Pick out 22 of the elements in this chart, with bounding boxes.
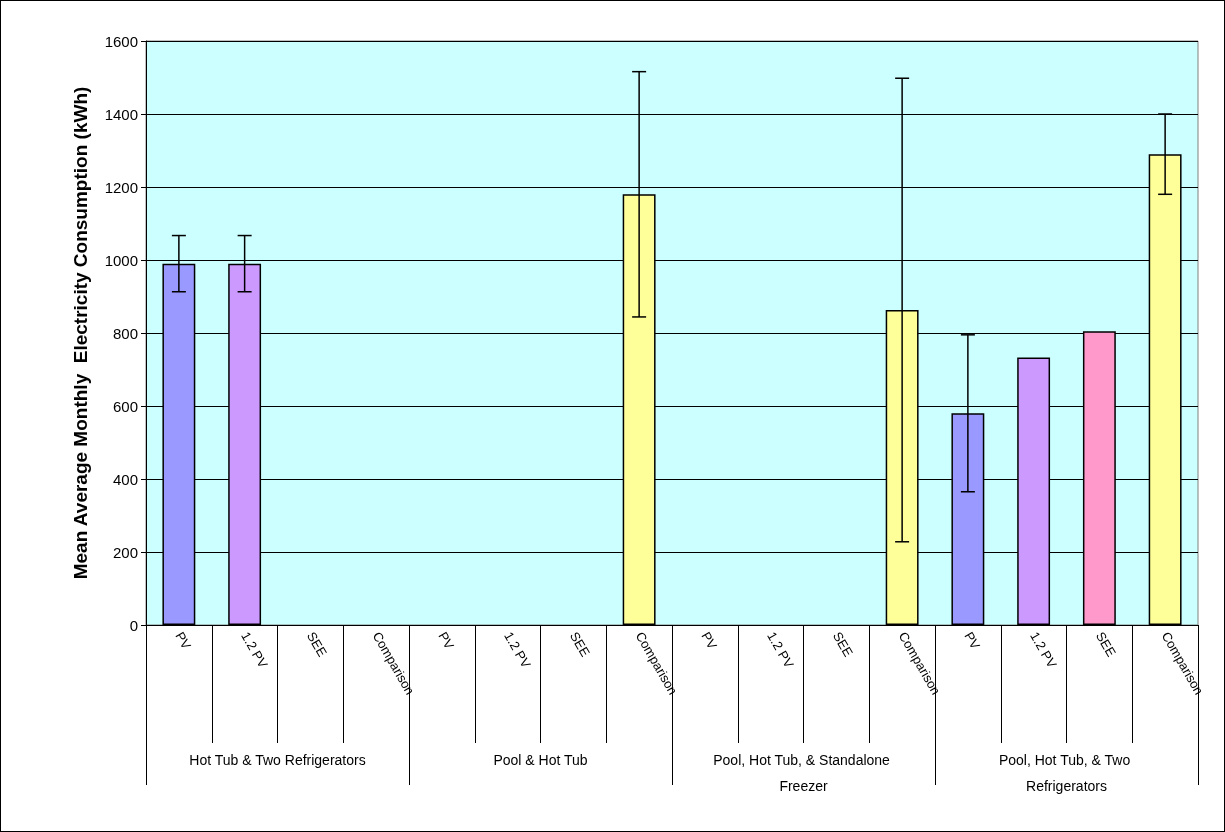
y-tick-label: 200: [112, 543, 138, 561]
text: 1.2 PV: [764, 629, 797, 671]
text: PV: [172, 629, 195, 653]
x-tick-label: Pool, Hot Tub, & Two Refrigerators: [998, 752, 1135, 794]
y-axis-title: Mean Average Monthly Electricity Consumption (kWh): [70, 86, 91, 580]
x-tick-label: Pool, Hot Tub, & Standalone Freezer: [713, 752, 894, 794]
text: 1.2 PV: [1027, 629, 1060, 671]
x-tick-label: Hot Tub & Two Refrigerators: [189, 752, 366, 768]
y-tick-label: 1600: [104, 32, 138, 50]
text: PV: [698, 629, 721, 652]
text: 1.2 PV: [501, 629, 534, 671]
text: PV: [435, 629, 458, 652]
x-tick-label: Pool & Hot Tub: [493, 752, 588, 768]
y-tick-label: 1400: [104, 105, 138, 123]
text: PV: [961, 629, 984, 652]
y-tick-label: 1000: [104, 251, 138, 269]
y-tick-label: 400: [112, 470, 138, 488]
y-tick-label: 0: [129, 616, 138, 634]
text: 1.2 PV: [238, 629, 271, 671]
y-tick-label: 800: [112, 324, 138, 342]
y-tick-label: 600: [112, 397, 138, 415]
y-tick-label: 1200: [104, 178, 138, 196]
